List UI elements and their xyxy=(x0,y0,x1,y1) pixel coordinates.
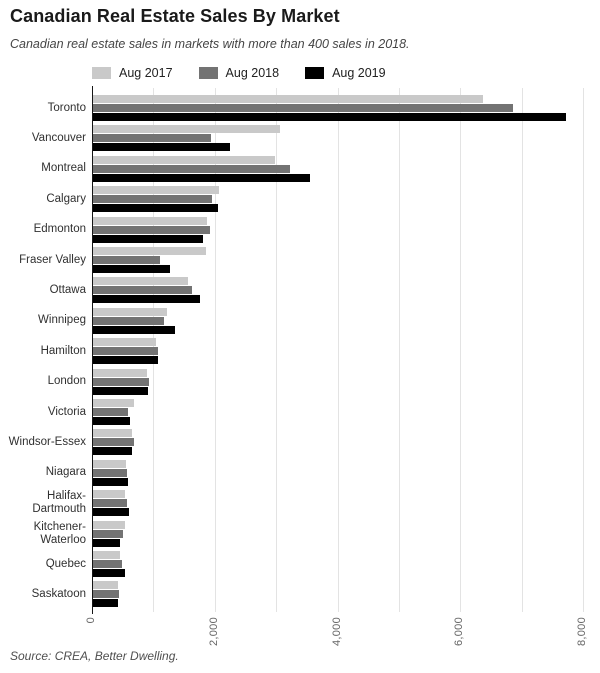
legend-label-aug-2017: Aug 2017 xyxy=(119,66,173,80)
gridline-4000 xyxy=(337,88,339,612)
category-label-toronto: Toronto xyxy=(47,101,86,114)
bar-fraser-valley-aug-2019 xyxy=(93,265,170,273)
legend-label-aug-2019: Aug 2019 xyxy=(332,66,386,80)
legend-item-aug-2017: Aug 2017 xyxy=(92,66,173,80)
bar-calgary-aug-2017 xyxy=(93,186,219,195)
gridline-7000 xyxy=(521,88,523,612)
category-label-kitchener-waterloo: Kitchener- Waterloo xyxy=(33,520,86,546)
bar-london-aug-2018 xyxy=(93,377,150,386)
legend-swatch-aug-2017 xyxy=(92,67,111,79)
bar-hamilton-aug-2018 xyxy=(93,347,159,356)
bar-halifax-dartmouth-aug-2018 xyxy=(93,499,127,508)
bar-vancouver-aug-2017 xyxy=(93,125,280,134)
gridline-6000 xyxy=(460,88,462,612)
bar-windsor-essex-aug-2019 xyxy=(93,447,133,456)
bar-hamilton-aug-2019 xyxy=(93,356,159,365)
x-axis-label-4000: 4,000 xyxy=(330,617,343,647)
category-label-winnipeg: Winnipeg xyxy=(38,314,86,327)
gridline-5000 xyxy=(399,88,400,612)
y-axis-line xyxy=(91,86,93,614)
bar-vancouver-aug-2018 xyxy=(93,134,212,143)
bar-london-aug-2019 xyxy=(93,386,148,395)
gridline-8000 xyxy=(583,88,585,612)
bar-windsor-essex-aug-2018 xyxy=(93,438,135,447)
category-label-fraser-valley: Fraser Valley xyxy=(19,253,86,266)
category-label-london: London xyxy=(47,375,86,388)
bar-calgary-aug-2018 xyxy=(93,195,213,204)
category-label-vancouver: Vancouver xyxy=(31,131,86,144)
bar-victoria-aug-2019 xyxy=(93,417,131,425)
bar-saskatoon-aug-2018 xyxy=(93,590,120,599)
bar-montreal-aug-2019 xyxy=(93,173,310,182)
bar-kitchener-waterloo-aug-2019 xyxy=(93,538,121,547)
bar-quebec-aug-2018 xyxy=(93,560,122,568)
bar-halifax-dartmouth-aug-2019 xyxy=(93,508,129,517)
bar-saskatoon-aug-2017 xyxy=(93,581,119,590)
bar-vancouver-aug-2019 xyxy=(93,143,230,152)
bar-victoria-aug-2018 xyxy=(93,408,129,416)
bar-saskatoon-aug-2019 xyxy=(93,599,118,608)
bar-windsor-essex-aug-2017 xyxy=(93,429,133,438)
gridline-3000 xyxy=(276,88,278,612)
bar-quebec-aug-2019 xyxy=(93,569,125,577)
category-label-edmonton: Edmonton xyxy=(33,223,86,236)
source-note: Source: CREA, Better Dwelling. xyxy=(10,649,179,663)
category-label-montreal: Montreal xyxy=(41,162,86,175)
bar-kitchener-waterloo-aug-2018 xyxy=(93,529,124,538)
category-label-niagara: Niagara xyxy=(45,466,86,479)
x-axis-label-6000: 6,000 xyxy=(453,617,466,647)
bar-fraser-valley-aug-2018 xyxy=(93,256,160,264)
category-label-calgary: Calgary xyxy=(46,192,86,205)
bar-montreal-aug-2018 xyxy=(93,164,291,173)
bar-edmonton-aug-2017 xyxy=(93,216,208,225)
gridline-2000 xyxy=(214,88,216,612)
bar-toronto-aug-2018 xyxy=(93,104,513,112)
category-label-ottawa: Ottawa xyxy=(49,283,86,296)
category-label-saskatoon: Saskatoon xyxy=(31,587,86,600)
category-label-hamilton: Hamilton xyxy=(40,344,86,357)
x-axis-label-8000: 8,000 xyxy=(576,617,589,647)
legend: Aug 2017 Aug 2018 Aug 2019 xyxy=(92,66,386,80)
bar-quebec-aug-2017 xyxy=(93,551,121,559)
category-label-victoria: Victoria xyxy=(47,405,86,418)
bar-winnipeg-aug-2019 xyxy=(93,325,175,334)
bar-ottawa-aug-2019 xyxy=(93,295,200,304)
x-axis-label-0: 0 xyxy=(85,617,97,624)
legend-label-aug-2018: Aug 2018 xyxy=(225,66,280,80)
bar-calgary-aug-2019 xyxy=(93,204,219,213)
page-subtitle: Canadian real estate sales in markets wi… xyxy=(10,37,410,51)
category-label-windsor-essex: Windsor-Essex xyxy=(8,435,86,448)
bar-hamilton-aug-2017 xyxy=(93,338,156,347)
bar-victoria-aug-2017 xyxy=(93,399,135,407)
bar-kitchener-waterloo-aug-2017 xyxy=(93,520,126,529)
bar-halifax-dartmouth-aug-2017 xyxy=(93,490,125,499)
bar-toronto-aug-2019 xyxy=(93,113,567,121)
bar-ottawa-aug-2017 xyxy=(93,277,189,286)
legend-swatch-aug-2018 xyxy=(198,67,218,79)
bar-niagara-aug-2018 xyxy=(93,468,128,477)
bar-edmonton-aug-2019 xyxy=(93,234,203,243)
bar-london-aug-2017 xyxy=(93,368,148,377)
bar-edmonton-aug-2018 xyxy=(93,225,210,234)
bar-fraser-valley-aug-2017 xyxy=(93,247,206,255)
legend-item-aug-2018: Aug 2018 xyxy=(198,66,280,80)
bar-toronto-aug-2017 xyxy=(93,95,484,103)
category-label-quebec: Quebec xyxy=(45,557,86,570)
legend-item-aug-2019: Aug 2019 xyxy=(305,66,386,80)
x-axis-label-2000: 2,000 xyxy=(207,617,220,647)
bar-ottawa-aug-2018 xyxy=(93,286,192,295)
bar-montreal-aug-2017 xyxy=(93,155,275,164)
bar-winnipeg-aug-2018 xyxy=(93,316,164,325)
bar-winnipeg-aug-2017 xyxy=(93,307,167,316)
bar-niagara-aug-2017 xyxy=(93,459,126,468)
category-label-halifax-dartmouth: Halifax- Dartmouth xyxy=(32,490,86,516)
page-title: Canadian Real Estate Sales By Market xyxy=(10,6,340,26)
bar-niagara-aug-2019 xyxy=(93,477,129,486)
legend-swatch-aug-2019 xyxy=(305,67,325,79)
